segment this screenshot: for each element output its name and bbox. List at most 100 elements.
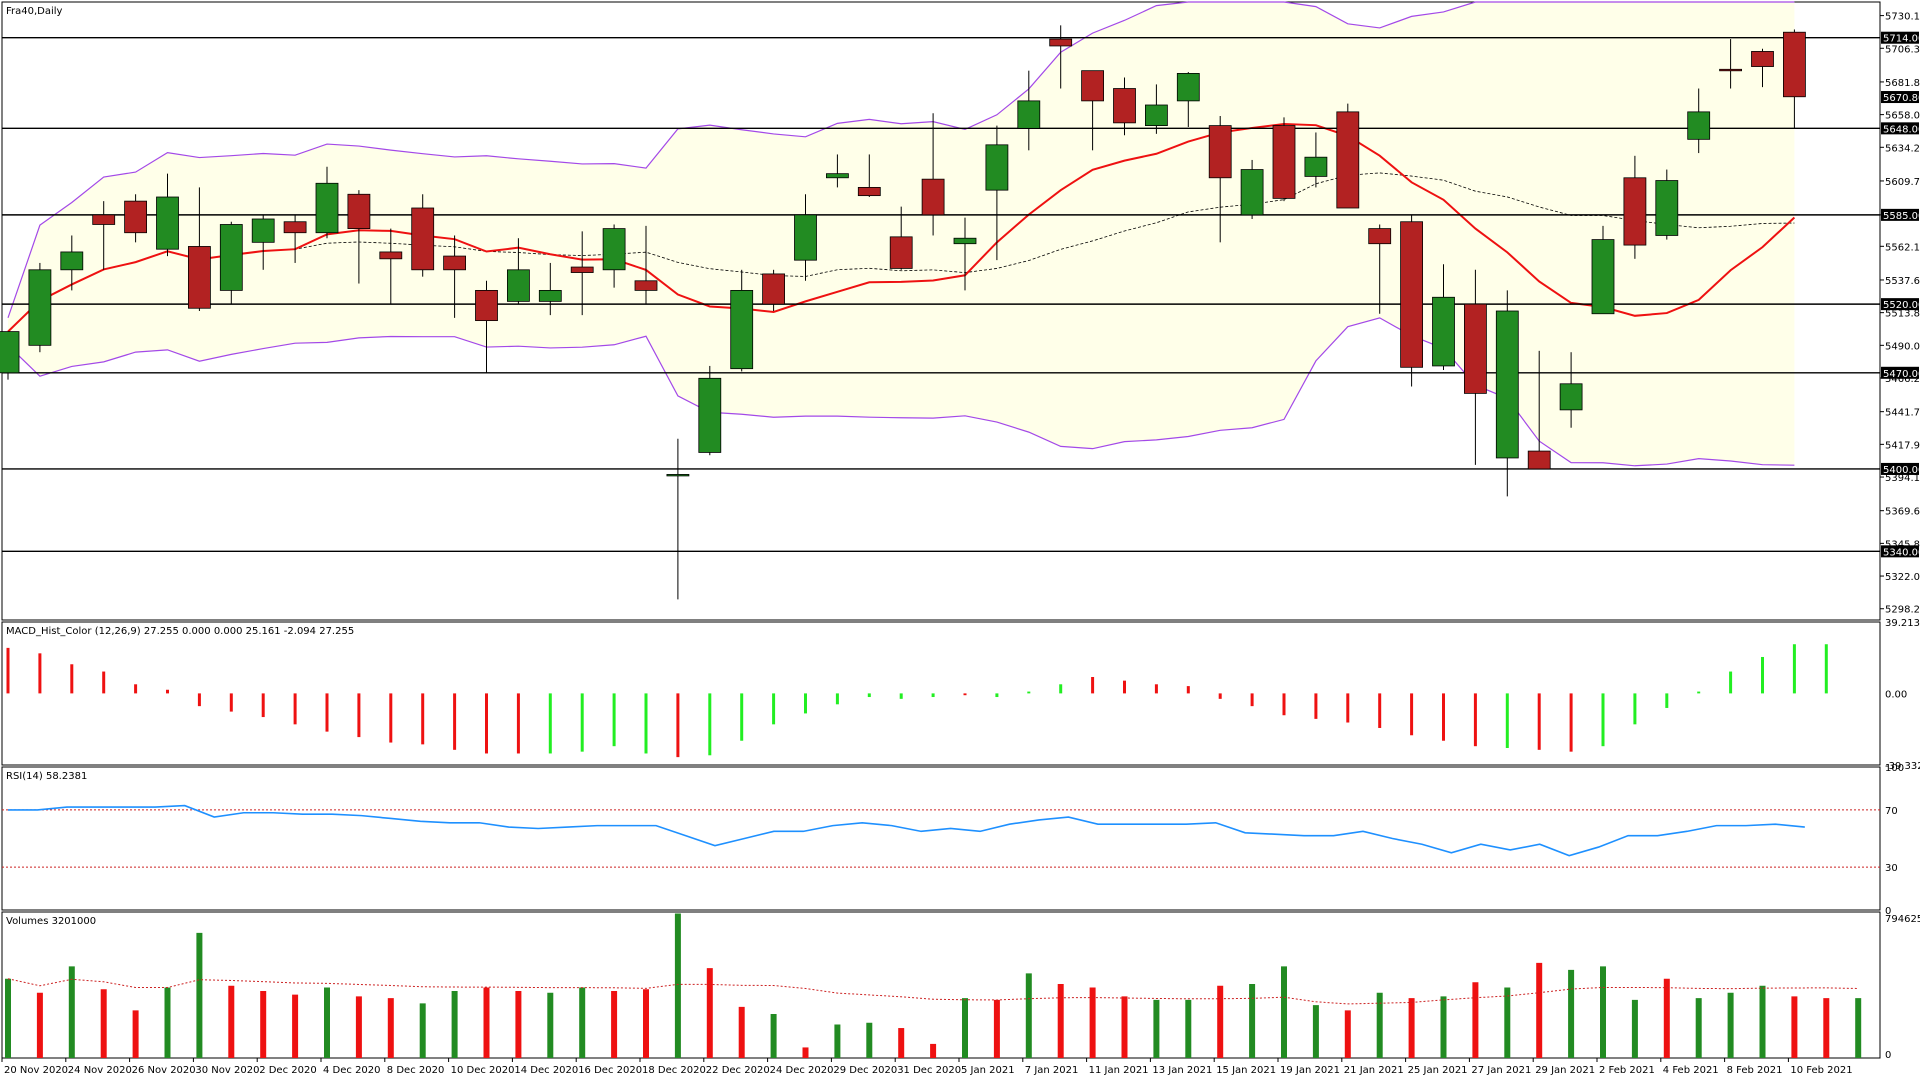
y-tick-label: 5730.10: [1885, 12, 1920, 23]
candle-body: [794, 214, 817, 261]
candle-body: [283, 221, 307, 234]
level-label-box: [1881, 366, 1919, 379]
candle-body: [857, 186, 881, 197]
y-tick-label: 5609.70: [1885, 177, 1920, 188]
y-tick-label: 5417.90: [1885, 440, 1920, 451]
candle-body: [1113, 88, 1136, 124]
candle-body: [1751, 51, 1774, 67]
candle-body: [1464, 303, 1487, 394]
level-label: 5714.00: [1883, 34, 1920, 45]
x-axis: 20 Nov 2020 24 Nov 2020 26 Nov 2020 30 Nov …: [1, 1058, 1853, 1076]
level-label-box: [1881, 298, 1919, 311]
x-tick-label: 29 Jan 2021: [1535, 1065, 1595, 1076]
macd-y-tick-label: -39.332: [1885, 761, 1920, 772]
x-tick-label: 4 Dec 2020: [323, 1065, 381, 1076]
candle-body: [1176, 73, 1200, 102]
volume-pane: Volumes 3201000 7946251 0: [5, 913, 1920, 1061]
candle-body: [1719, 68, 1742, 72]
candle-body: [347, 193, 371, 229]
candle-body: [1591, 239, 1615, 315]
candle-body: [1240, 169, 1264, 216]
candle-body: [921, 178, 945, 216]
rsi-pane: RSI(14) 58.2381 100 70 30 0: [2, 763, 1904, 917]
y-tick-label: 5441.70: [1885, 408, 1920, 419]
x-tick-label: 25 Jan 2021: [1408, 1065, 1468, 1076]
candle-body: [1655, 180, 1679, 236]
candle-body: [1049, 38, 1073, 47]
level-label-box: [1881, 122, 1919, 135]
level-label-box: [1881, 545, 1919, 558]
level-label: 5648.00: [1883, 124, 1920, 135]
pane-frame-main: [1, 1, 1881, 621]
candle-body: [60, 251, 84, 271]
y-tick-label: 5394.10: [1885, 473, 1920, 484]
y-tick-label: 5513.80: [1885, 309, 1920, 320]
x-tick-label: 8 Feb 2021: [1727, 1065, 1783, 1076]
candle-body: [889, 236, 913, 269]
pane-frame-macd: [1, 621, 1881, 766]
candle-body: [1336, 111, 1360, 209]
y-tick-label: 5369.60: [1885, 507, 1920, 518]
candle-body: [1017, 100, 1041, 129]
y-tick-label: 5466.20: [1885, 374, 1920, 385]
candle-body: [570, 266, 594, 273]
candle-body: [1527, 450, 1551, 470]
candle-body: [538, 289, 562, 302]
macd-title: MACD_Hist_Color (12,26,9) 27.255 0.000 0…: [6, 626, 354, 637]
candle-body: [1208, 125, 1232, 179]
level-label: 5520.00: [1883, 300, 1920, 311]
x-tick-label: 16 Dec 2020: [578, 1065, 642, 1076]
x-tick-label: 26 Nov 2020: [132, 1065, 196, 1076]
y-tick-label: 5322.00: [1885, 572, 1920, 583]
candle-body: [1368, 228, 1392, 245]
macd-y-tick-label: 0.00: [1885, 689, 1907, 700]
x-tick-label: 27 Jan 2021: [1471, 1065, 1531, 1076]
volume-y-tick-label: 7946251: [1885, 914, 1920, 925]
candle-body: [666, 474, 690, 477]
rsi-y-tick-label: 0: [1885, 906, 1891, 917]
level-label: 5400.00: [1883, 465, 1920, 476]
candle-body: [1304, 156, 1328, 177]
x-tick-label: 8 Dec 2020: [387, 1065, 445, 1076]
x-tick-label: 7 Jan 2021: [1025, 1065, 1079, 1076]
y-tick-label: 5537.60: [1885, 276, 1920, 287]
candle-body: [411, 207, 435, 271]
x-tick-label: 15 Jan 2021: [1216, 1065, 1276, 1076]
price-pane: Fra40,Daily 5730.10 5706.30 5681.80 5658.00 5…: [0, 1, 1920, 616]
bollinger-middle-line: [7, 172, 1795, 332]
candle-body: [602, 228, 626, 271]
y-tick-label: 5490.00: [1885, 341, 1920, 352]
candle-body: [1623, 177, 1647, 246]
candle-body: [1783, 31, 1806, 98]
level-label-box: [1881, 208, 1919, 221]
level-label-box: [1881, 31, 1919, 44]
candle-body: [219, 224, 243, 291]
candle-body: [730, 289, 754, 370]
x-tick-label: 20 Nov 2020: [4, 1065, 68, 1076]
candle-body: [1432, 296, 1455, 367]
volume-title: Volumes 3201000: [6, 916, 96, 927]
macd-pane: MACD_Hist_Color (12,26,9) 27.255 0.000 0…: [6, 618, 1920, 772]
rsi-line: [8, 804, 1805, 857]
x-tick-label: 19 Jan 2021: [1280, 1065, 1340, 1076]
candle-body: [379, 251, 403, 260]
candle-body: [1400, 221, 1423, 368]
level-label: 5670.80: [1883, 93, 1920, 104]
x-tick-label: 11 Jan 2021: [1089, 1065, 1149, 1076]
level-label-box: [1881, 462, 1919, 475]
candle-body: [762, 273, 785, 305]
candle-body: [698, 377, 722, 453]
level-label-box: [1881, 91, 1919, 104]
x-tick-label: 10 Feb 2021: [1790, 1065, 1852, 1076]
candle-body: [475, 289, 498, 322]
level-label: 5340.00: [1883, 547, 1920, 558]
candle-body: [1559, 383, 1583, 411]
y-tick-label: 5658.00: [1885, 111, 1920, 122]
x-tick-label: 24 Nov 2020: [68, 1065, 132, 1076]
rsi-y-tick-label: 30: [1885, 863, 1898, 874]
x-tick-label: 29 Dec 2020: [833, 1065, 897, 1076]
y-tick-label: 5681.80: [1885, 78, 1920, 89]
y-tick-label: 5345.80: [1885, 539, 1920, 550]
x-tick-label: 2 Dec 2020: [259, 1065, 317, 1076]
